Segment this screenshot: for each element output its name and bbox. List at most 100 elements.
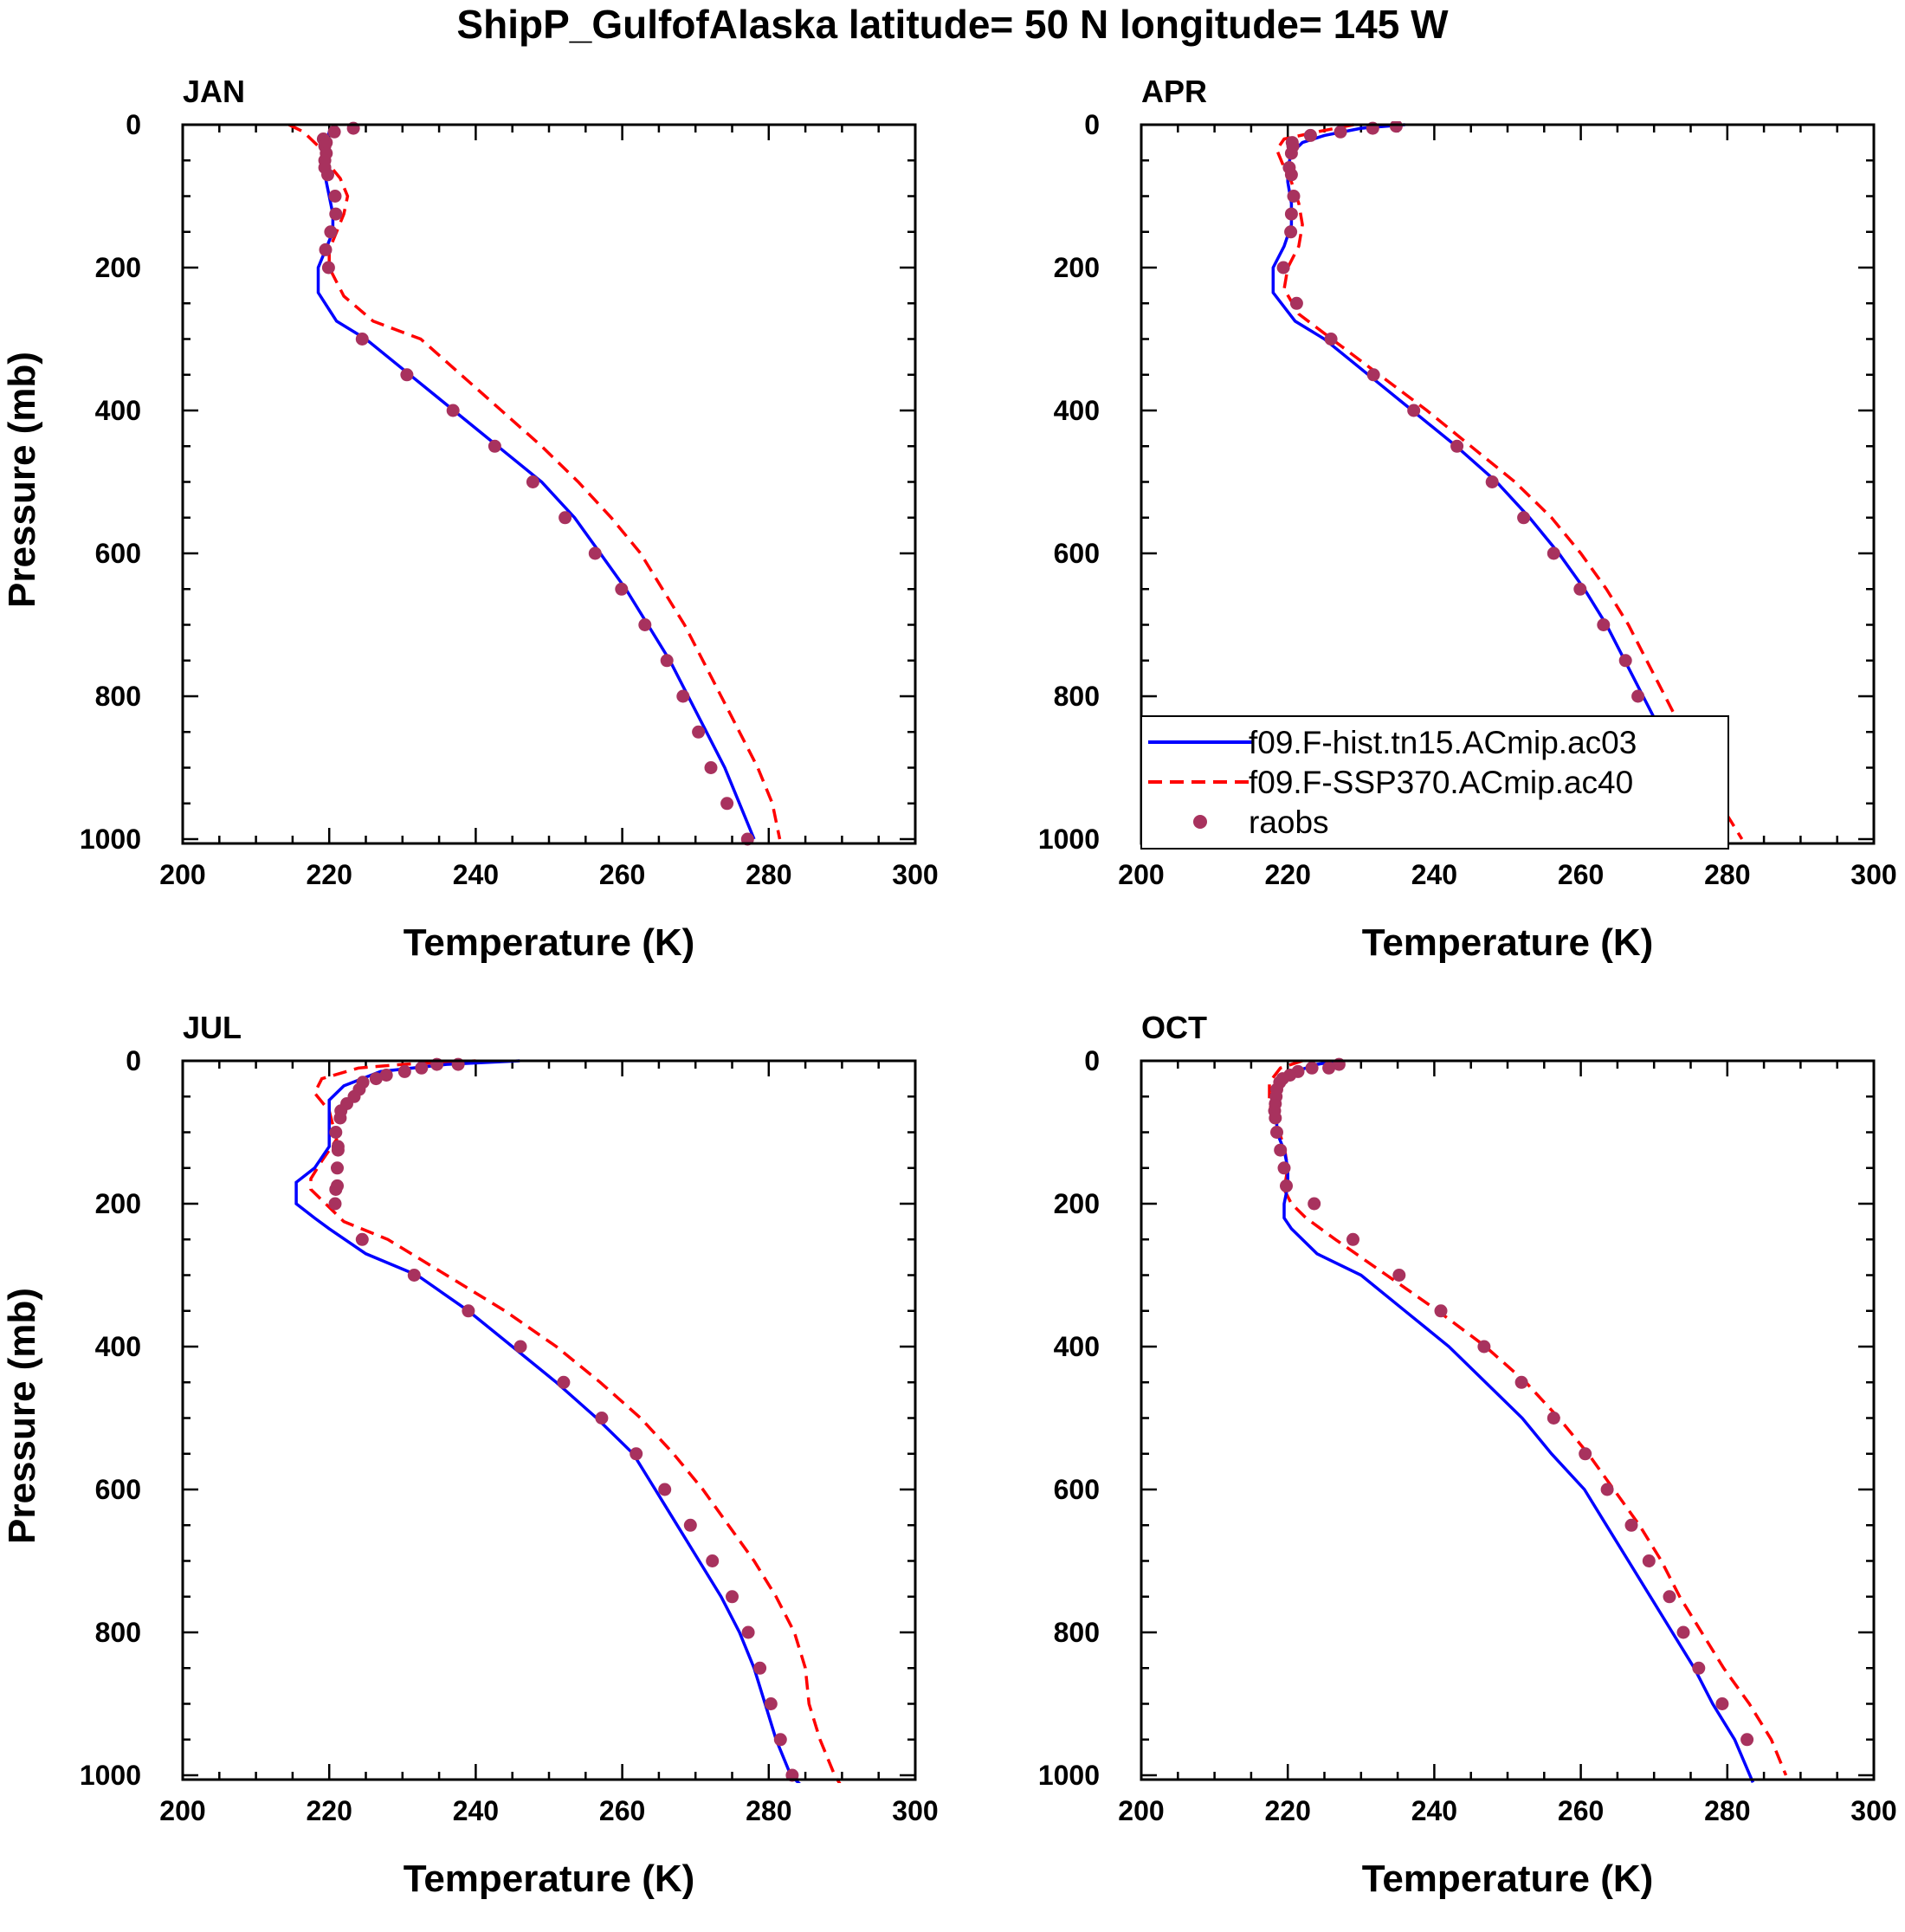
series-group	[1271, 121, 1744, 846]
raobs-point	[331, 1161, 344, 1175]
y-tick-label: 400	[95, 1331, 141, 1362]
raobs-point	[446, 404, 460, 417]
raobs-point	[415, 1061, 429, 1075]
y-tick-label: 800	[95, 1617, 141, 1648]
raobs-point	[1389, 121, 1403, 133]
raobs-point	[660, 654, 674, 668]
raobs-point	[526, 475, 539, 488]
x-tick-label: 280	[746, 859, 791, 890]
y-tick-label: 600	[95, 1474, 141, 1505]
raobs-point	[329, 1126, 343, 1139]
x-tick-label: 200	[159, 859, 205, 890]
raobs-point	[321, 168, 334, 182]
y-tick-label: 0	[126, 1045, 141, 1076]
y-tick-label: 400	[1054, 1331, 1100, 1362]
raobs-point	[615, 582, 629, 596]
y-tick-label: 1000	[1038, 824, 1100, 855]
raobs-point	[595, 1412, 609, 1425]
raobs-point	[1477, 1340, 1491, 1354]
x-tick-label: 220	[1265, 1795, 1311, 1826]
panel-label: JUL	[183, 1010, 242, 1045]
raobs-point	[1334, 125, 1347, 139]
raobs-point	[513, 1340, 527, 1354]
raobs-point	[1600, 1483, 1614, 1496]
x-tick-label: 300	[1850, 1795, 1896, 1826]
raobs-point	[1284, 207, 1298, 221]
raobs-point	[1450, 439, 1464, 453]
y-tick-label: 600	[1054, 1474, 1100, 1505]
x-tick-label: 260	[1558, 1795, 1604, 1826]
raobs-point	[1277, 1161, 1291, 1175]
legend-label: raobs	[1249, 804, 1329, 840]
raobs-point	[1631, 689, 1645, 703]
series-group	[294, 1057, 842, 1783]
y-tick-label: 800	[1054, 1617, 1100, 1648]
raobs-point	[588, 546, 602, 560]
y-axis-title: Pressure (mb)	[1, 1288, 43, 1544]
x-tick-label: 220	[307, 859, 352, 890]
raobs-point	[1597, 618, 1611, 631]
x-tick-label: 260	[1558, 859, 1604, 890]
raobs-point	[1303, 128, 1317, 142]
y-axis-title: Pressure (mb)	[1, 352, 43, 608]
x-tick-label: 300	[892, 1795, 938, 1826]
raobs-point	[1269, 1111, 1282, 1125]
y-tick-label: 200	[1054, 1188, 1100, 1219]
panel-jan: JAN 200 220 240 260 280 300 0 200 400 600 800 1000 Te…	[1, 74, 939, 964]
raobs-point	[1740, 1733, 1754, 1747]
raobs-point	[1692, 1661, 1706, 1675]
raobs-point	[1579, 1447, 1592, 1461]
x-tick-label: 280	[746, 1795, 791, 1826]
raobs-point	[488, 439, 501, 453]
panel-label: APR	[1141, 74, 1207, 109]
x-tick-label: 240	[1411, 1795, 1457, 1826]
raobs-point	[1547, 546, 1560, 560]
y-tick-label: 0	[1084, 109, 1100, 140]
x-tick-label: 300	[1850, 859, 1896, 890]
x-tick-label: 240	[453, 859, 499, 890]
y-tick-label: 200	[95, 1188, 141, 1219]
raobs-point	[1407, 404, 1421, 417]
legend-label: f09.F-hist.tn15.ACmip.ac03	[1249, 725, 1637, 760]
raobs-point	[397, 1064, 411, 1078]
raobs-point	[1284, 168, 1298, 182]
raobs-point	[753, 1661, 767, 1675]
raobs-point	[1547, 1412, 1560, 1425]
raobs-point	[321, 261, 335, 275]
raobs-point	[726, 1590, 739, 1604]
series-group	[287, 121, 782, 846]
x-tick-label: 260	[599, 1795, 645, 1826]
raobs-point	[1322, 1061, 1336, 1075]
raobs-point	[676, 689, 690, 703]
raobs-point	[704, 761, 718, 774]
y-tick-label: 0	[1084, 1045, 1100, 1076]
x-axis-title: Temperature (K)	[1362, 1858, 1654, 1900]
panel-label: JAN	[183, 74, 245, 109]
x-tick-label: 240	[1411, 859, 1457, 890]
panel-oct: OCT 200 220 240 260 280 300 0 200 400 600 800 1000 Te…	[1038, 1010, 1897, 1900]
y-tick-label: 400	[1054, 395, 1100, 426]
raobs-point	[331, 1143, 345, 1157]
raobs-point	[1514, 1375, 1528, 1389]
y-tick-label: 800	[95, 681, 141, 712]
raobs-point	[630, 1447, 643, 1461]
raobs-point	[1663, 1590, 1676, 1604]
series-hist-line	[294, 1059, 801, 1783]
raobs-point	[1485, 475, 1499, 488]
raobs-point	[658, 1483, 672, 1496]
raobs-point	[1276, 261, 1290, 275]
raobs-point	[369, 1072, 383, 1086]
y-tick-label: 200	[95, 252, 141, 283]
y-tick-label: 800	[1054, 681, 1100, 712]
x-tick-label: 200	[1118, 859, 1164, 890]
series-hist-line	[1275, 1059, 1755, 1783]
raobs-point	[355, 333, 369, 346]
raobs-point	[1618, 654, 1632, 668]
raobs-point	[1676, 1625, 1690, 1639]
series-ssp370-line	[309, 1059, 842, 1783]
x-axis-title: Temperature (K)	[404, 1858, 695, 1900]
raobs-point	[764, 1697, 778, 1710]
y-tick-label: 400	[95, 395, 141, 426]
raobs-point	[1284, 146, 1298, 160]
